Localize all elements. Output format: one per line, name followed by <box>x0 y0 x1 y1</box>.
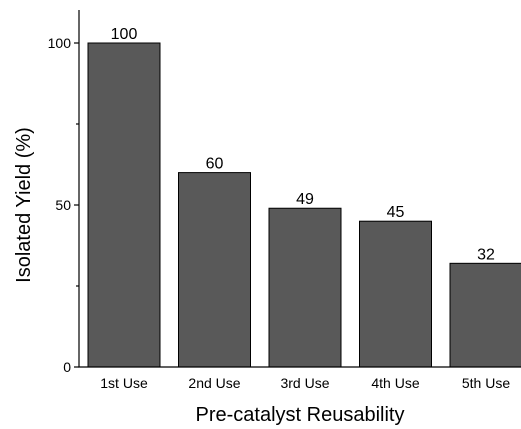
y-tick-label-100: 100 <box>48 35 72 51</box>
y-axis-title: Isolated Yield (%) <box>13 127 35 283</box>
data-labels-group: 100 60 49 45 32 <box>111 26 495 263</box>
x-tick-label-4: 4th Use <box>371 375 419 391</box>
x-tick-label-2: 2nd Use <box>188 375 240 391</box>
data-label-3: 49 <box>296 191 314 208</box>
x-tick-label-3: 3rd Use <box>280 375 329 391</box>
data-label-4: 45 <box>387 204 405 221</box>
bar-1 <box>87 42 161 368</box>
bar-2 <box>178 172 251 368</box>
y-tick-label-50: 50 <box>55 197 71 213</box>
x-axis-title: Pre-catalyst Reusability <box>196 404 405 426</box>
axis-frame <box>78 10 521 368</box>
x-tick-label-5: 5th Use <box>462 375 510 391</box>
y-tick-label-0: 0 <box>63 359 71 375</box>
bar-5 <box>449 262 521 368</box>
bar-3 <box>268 207 342 368</box>
bars-group <box>87 42 521 368</box>
bar-4 <box>359 220 432 368</box>
x-tick-label-1: 1st Use <box>100 375 148 391</box>
data-label-2: 60 <box>206 156 224 173</box>
x-axis-category-labels: 1st Use 2nd Use 3rd Use 4th Use 5th Use <box>100 375 510 391</box>
y-axis-ticks: 0 50 100 <box>48 35 79 375</box>
data-label-1: 100 <box>111 26 138 43</box>
data-label-5: 32 <box>477 246 495 263</box>
